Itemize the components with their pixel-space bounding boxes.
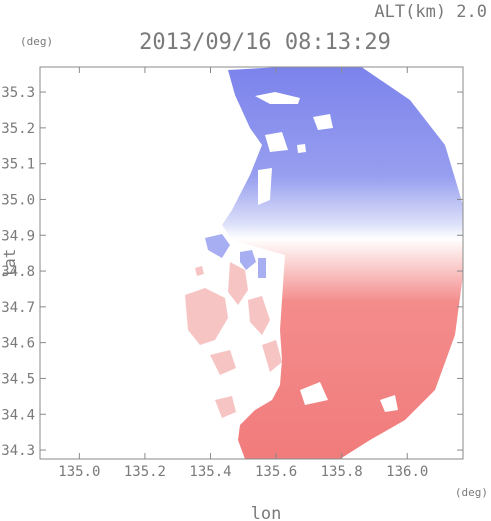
- x-tick-label: 135.0: [58, 464, 100, 480]
- x-tick-label: 135.2: [124, 464, 166, 480]
- y-axis: 34.3 34.4 34.5 34.6 34.7 34.8 34.9 35.0 35.1 35.2…: [1, 85, 463, 459]
- x-axis: 135.0 135.2 135.4 135.6 135.8 136.0: [58, 67, 428, 480]
- y-tick-label: 34.8: [1, 264, 35, 280]
- x-axis-label: lon: [251, 504, 282, 521]
- radar-echo-layer: [185, 67, 463, 459]
- y-tick-label: 34.6: [1, 336, 35, 352]
- y-axis-label: lat: [0, 249, 19, 278]
- plot-frame: [39, 66, 464, 460]
- x-unit-label: (deg): [455, 486, 488, 499]
- x-tick-label: 136.0: [386, 464, 428, 480]
- y-tick-label: 34.9: [1, 228, 35, 244]
- y-tick-label: 35.1: [1, 157, 35, 173]
- chart-title: 2013/09/16 08:13:29: [139, 30, 391, 55]
- echo-gaps: [255, 92, 398, 412]
- y-tick-label: 35.2: [1, 121, 35, 137]
- x-tick-label: 135.4: [189, 464, 231, 480]
- x-tick-label: 135.6: [255, 464, 297, 480]
- y-tick-label: 34.4: [1, 407, 35, 423]
- echo-main-sector: [222, 67, 463, 459]
- y-tick-label: 35.0: [1, 192, 35, 208]
- y-tick-label: 35.3: [1, 85, 35, 101]
- echo-fragments-blue: [205, 234, 266, 278]
- y-tick-label: 34.3: [1, 443, 35, 459]
- altitude-label: ALT(km) 2.0: [374, 2, 487, 22]
- x-tick-label: 135.8: [321, 464, 363, 480]
- echo-fragments-red: [185, 262, 282, 418]
- y-tick-label: 34.5: [1, 371, 35, 387]
- y-tick-label: 34.7: [1, 300, 35, 316]
- y-unit-label: (deg): [20, 35, 53, 48]
